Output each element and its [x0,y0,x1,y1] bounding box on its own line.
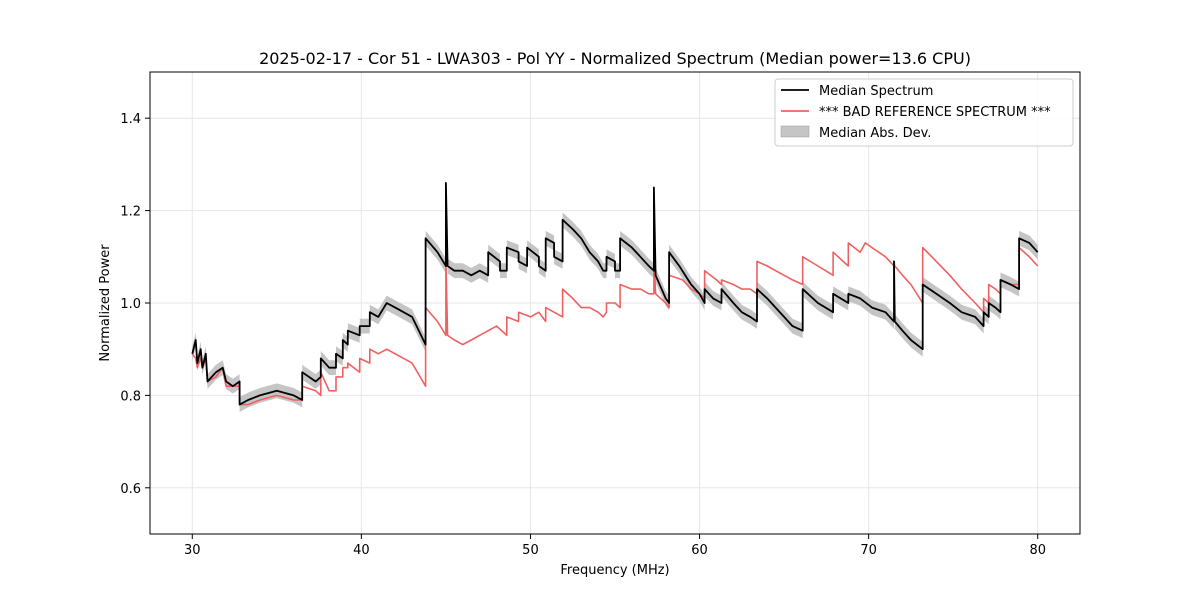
legend-swatch-median-abs-dev [780,125,810,138]
x-axis-label: Frequency (MHz) [560,563,669,578]
legend-label-bad-reference: *** BAD REFERENCE SPECTRUM *** [819,105,1051,120]
legend-label-median-spectrum: Median Spectrum [819,84,933,99]
chart-title: 2025-02-17 - Cor 51 - LWA303 - Pol YY - … [259,49,971,68]
y-tick-label: 0.6 [120,482,141,497]
y-axis-label: Normalized Power [98,244,113,362]
x-axis: 30 40 50 60 70 80 [184,534,1046,558]
x-tick-label: 30 [184,543,201,558]
y-tick-label: 1.2 [120,205,141,220]
x-tick-label: 40 [353,543,370,558]
x-tick-label: 50 [522,543,539,558]
x-tick-label: 60 [691,543,708,558]
y-tick-label: 1.4 [120,112,141,127]
x-tick-label: 80 [1029,543,1046,558]
legend: Median Spectrum *** BAD REFERENCE SPECTR… [774,78,1074,147]
legend-label-median-abs-dev: Median Abs. Dev. [819,126,931,141]
median-abs-dev-band [192,175,1038,412]
y-tick-label: 1.0 [120,297,141,312]
legend-box [774,78,1074,147]
y-axis: 0.6 0.8 1.0 1.2 1.4 [120,112,150,497]
x-tick-label: 70 [860,543,877,558]
median-spectrum-line [191,182,1039,406]
y-tick-label: 0.8 [120,389,141,404]
